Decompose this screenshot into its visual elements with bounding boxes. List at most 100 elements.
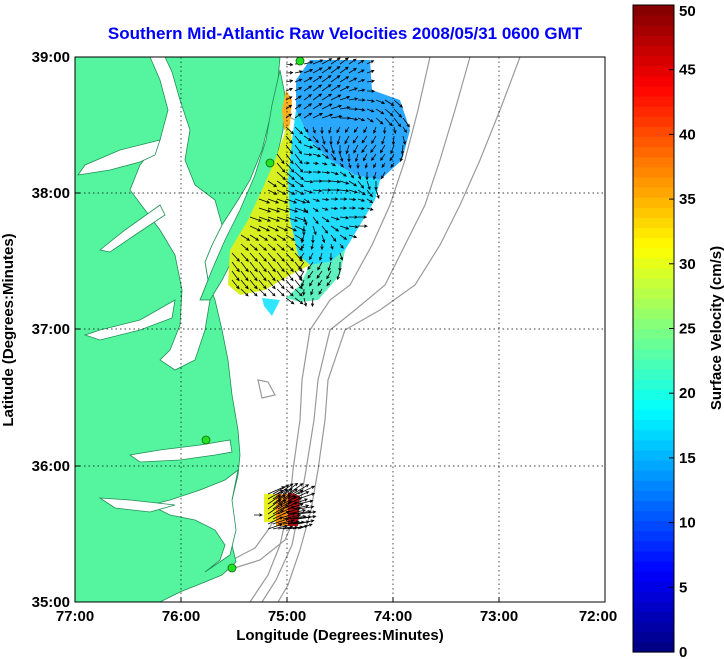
velocity-vector: [240, 243, 250, 251]
velocity-vector: [357, 88, 366, 92]
pamlico-river: [98, 497, 176, 513]
velocity-vector: [303, 161, 311, 165]
velocity-vector: [321, 197, 330, 202]
velocity-vector: [312, 126, 316, 134]
velocity-region-north-tip: [262, 298, 280, 316]
velocity-vector: [312, 216, 319, 225]
colorbar-band: [633, 550, 674, 562]
colorbar-band: [633, 389, 674, 400]
x-tick-label: 73:00: [480, 608, 518, 625]
velocity-vector: [272, 511, 290, 520]
colorbar-band: [633, 348, 674, 360]
velocity-vector: [267, 503, 284, 515]
velocity-vector: [249, 216, 263, 222]
radar-site-1: [295, 57, 305, 66]
colorbar-label: Surface Velocity (cm/s): [708, 246, 724, 410]
velocity-vector: [348, 234, 358, 239]
velocity-vector: [380, 153, 386, 161]
velocity-vector: [330, 234, 337, 242]
velocity-vector: [357, 79, 366, 83]
velocity-vector: [294, 95, 302, 101]
velocity-vector: [294, 162, 304, 173]
velocity-vector: [321, 170, 331, 175]
chesapeake-bay: [129, 57, 223, 371]
velocity-vector: [267, 489, 284, 500]
colorbar-band: [633, 520, 674, 532]
velocity-vector: [285, 243, 295, 251]
velocity-vector: [353, 126, 359, 133]
velocity-vector: [267, 495, 282, 505]
velocity-vector: [300, 234, 305, 244]
velocity-vector: [366, 180, 371, 191]
velocity-vector: [282, 501, 299, 510]
radar-site-2: [265, 158, 275, 168]
velocity-vector: [285, 113, 293, 119]
velocity-vector: [381, 171, 386, 180]
velocity-vector: [363, 126, 368, 134]
velocity-vector: [267, 516, 284, 525]
velocity-vector: [347, 154, 351, 163]
velocity-vector: [366, 207, 374, 211]
colorbar-band: [633, 116, 674, 127]
velocity-vector: [285, 171, 295, 181]
velocity-vector: [339, 252, 344, 261]
colorbar-band: [633, 277, 674, 289]
velocity-vector: [383, 126, 387, 135]
colorbar-bands: [633, 5, 674, 653]
colorbar-band: [633, 288, 674, 299]
velocity-vector: [282, 495, 297, 505]
colorbar-band: [633, 156, 674, 168]
velocity-vector: [303, 112, 313, 119]
velocity-vector: [240, 288, 249, 297]
velocity-vector: [285, 198, 298, 204]
velocity-vector: [258, 243, 268, 251]
velocity-vector: [361, 135, 368, 144]
velocity-vector: [310, 297, 315, 308]
velocity-vector: [267, 499, 282, 510]
velocity-vector: [240, 234, 251, 241]
velocity-vector: [277, 519, 295, 525]
velocity-vector: [287, 483, 304, 495]
plot-area: [75, 57, 605, 602]
velocity-vector: [373, 126, 377, 134]
y-tick-label: 35:00: [32, 594, 70, 611]
velocity-vector: [320, 244, 324, 251]
velocity-vector: [285, 104, 293, 110]
velocity-vector: [302, 288, 306, 296]
velocity-vector: [297, 485, 316, 495]
velocity-vector: [258, 234, 269, 241]
velocity-vector: [356, 163, 360, 170]
velocity-region-north-peak: [282, 90, 292, 130]
velocity-vector: [277, 483, 294, 495]
velocity-vector: [287, 509, 307, 515]
velocity-vector: [348, 206, 357, 210]
velocity-vector: [391, 135, 396, 146]
velocity-vector: [348, 162, 352, 169]
colorbar-band: [633, 480, 674, 491]
velocity-vector: [303, 126, 309, 133]
velocity-vector: [276, 189, 287, 195]
colorbar-band: [633, 298, 674, 309]
colorbar-band: [633, 237, 674, 249]
velocity-vector: [285, 87, 294, 92]
velocity-vector: [303, 60, 314, 65]
velocity-vector: [318, 288, 323, 295]
velocity-vector: [277, 500, 293, 510]
colorbar-band: [633, 358, 674, 370]
velocity-vector: [339, 57, 349, 65]
colorbar-band: [633, 5, 674, 16]
velocity-vector: [330, 144, 335, 155]
velocity-vector: [285, 297, 295, 305]
velocity-vector: [267, 261, 276, 273]
velocity-vector: [330, 162, 337, 167]
velocity-vector: [402, 135, 406, 146]
colorbar-band: [633, 257, 674, 269]
velocity-vector: [399, 153, 404, 163]
colorbar-band: [633, 611, 674, 623]
velocity-vector: [339, 171, 347, 177]
velocity-vector: [299, 270, 305, 280]
colorbar-tick-label: 20: [679, 385, 696, 402]
velocity-vector: [312, 207, 319, 212]
colorbar-tick-label: 45: [679, 62, 696, 79]
velocity-vector: [329, 252, 333, 262]
